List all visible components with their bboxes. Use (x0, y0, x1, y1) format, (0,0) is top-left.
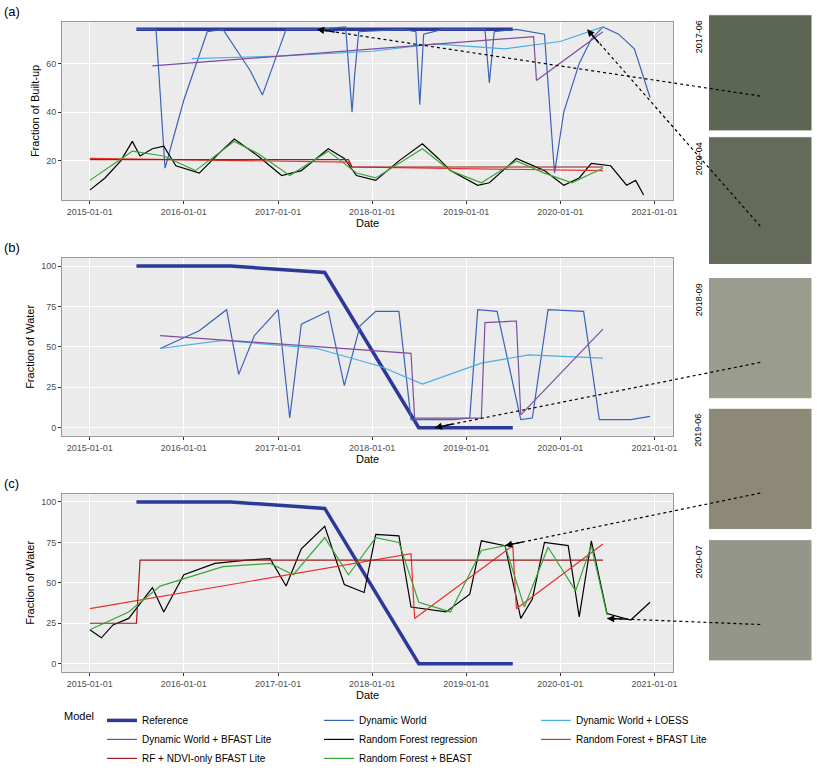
svg-text:(c): (c) (4, 476, 19, 491)
svg-text:100: 100 (41, 261, 56, 271)
svg-text:20: 20 (46, 156, 56, 166)
svg-text:2019-01-01: 2019-01-01 (443, 207, 489, 217)
svg-text:Date: Date (356, 689, 379, 701)
svg-text:2019-01-01: 2019-01-01 (443, 679, 489, 689)
svg-text:2017-01-01: 2017-01-01 (255, 443, 301, 453)
svg-text:RF + NDVI-only BFAST Lite: RF + NDVI-only BFAST Lite (142, 753, 266, 764)
svg-text:Fraction of Built-up: Fraction of Built-up (29, 65, 41, 157)
svg-text:75: 75 (46, 538, 56, 548)
svg-text:60: 60 (46, 59, 56, 69)
svg-text:0: 0 (51, 423, 56, 433)
svg-text:2020-01-01: 2020-01-01 (537, 207, 583, 217)
svg-text:2018-01-01: 2018-01-01 (349, 207, 395, 217)
svg-text:Random Forest regression: Random Forest regression (359, 734, 477, 745)
svg-text:2020-01-01: 2020-01-01 (537, 443, 583, 453)
svg-text:(a): (a) (4, 4, 20, 19)
svg-text:Random Forest + BFAST Lite: Random Forest + BFAST Lite (576, 734, 707, 745)
svg-text:50: 50 (46, 578, 56, 588)
svg-text:2015-01-01: 2015-01-01 (67, 443, 113, 453)
svg-text:2016-01-01: 2016-01-01 (161, 679, 207, 689)
svg-text:40: 40 (46, 107, 56, 117)
svg-text:100: 100 (41, 497, 56, 507)
svg-text:2016-01-01: 2016-01-01 (161, 443, 207, 453)
svg-text:2017-01-01: 2017-01-01 (255, 679, 301, 689)
svg-text:2015-01-01: 2015-01-01 (67, 207, 113, 217)
svg-text:2021-01-01: 2021-01-01 (631, 679, 677, 689)
svg-text:2019-01-01: 2019-01-01 (443, 443, 489, 453)
svg-text:2016-01-01: 2016-01-01 (161, 207, 207, 217)
svg-text:0: 0 (51, 659, 56, 669)
svg-text:2020-01-01: 2020-01-01 (537, 679, 583, 689)
svg-text:Dynamic World: Dynamic World (359, 715, 427, 726)
svg-text:(b): (b) (4, 240, 20, 255)
svg-text:2017-06: 2017-06 (694, 20, 704, 53)
svg-text:25: 25 (46, 618, 56, 628)
svg-text:2020-07: 2020-07 (694, 545, 704, 578)
svg-text:2019-06: 2019-06 (693, 414, 703, 447)
svg-text:Date: Date (356, 453, 379, 465)
svg-text:Model: Model (64, 710, 94, 722)
svg-text:75: 75 (46, 302, 56, 312)
svg-text:2018-01-01: 2018-01-01 (349, 443, 395, 453)
svg-text:Date: Date (356, 217, 379, 229)
svg-text:50: 50 (46, 342, 56, 352)
svg-text:Fraction of Water: Fraction of Water (24, 541, 36, 625)
svg-text:Fraction of Water: Fraction of Water (24, 305, 36, 389)
svg-text:Reference: Reference (142, 715, 189, 726)
svg-text:2021-01-01: 2021-01-01 (631, 443, 677, 453)
svg-text:25: 25 (46, 382, 56, 392)
svg-text:Dynamic World + BFAST Lite: Dynamic World + BFAST Lite (142, 734, 272, 745)
svg-text:2018-09: 2018-09 (694, 283, 704, 316)
svg-text:Random Forest + BEAST: Random Forest + BEAST (359, 753, 472, 764)
svg-text:2018-01-01: 2018-01-01 (349, 679, 395, 689)
svg-text:2020-04: 2020-04 (694, 142, 704, 175)
svg-text:2015-01-01: 2015-01-01 (67, 679, 113, 689)
svg-text:2017-01-01: 2017-01-01 (255, 207, 301, 217)
svg-text:2021-01-01: 2021-01-01 (631, 207, 677, 217)
svg-text:Dynamic World + LOESS: Dynamic World + LOESS (576, 715, 689, 726)
